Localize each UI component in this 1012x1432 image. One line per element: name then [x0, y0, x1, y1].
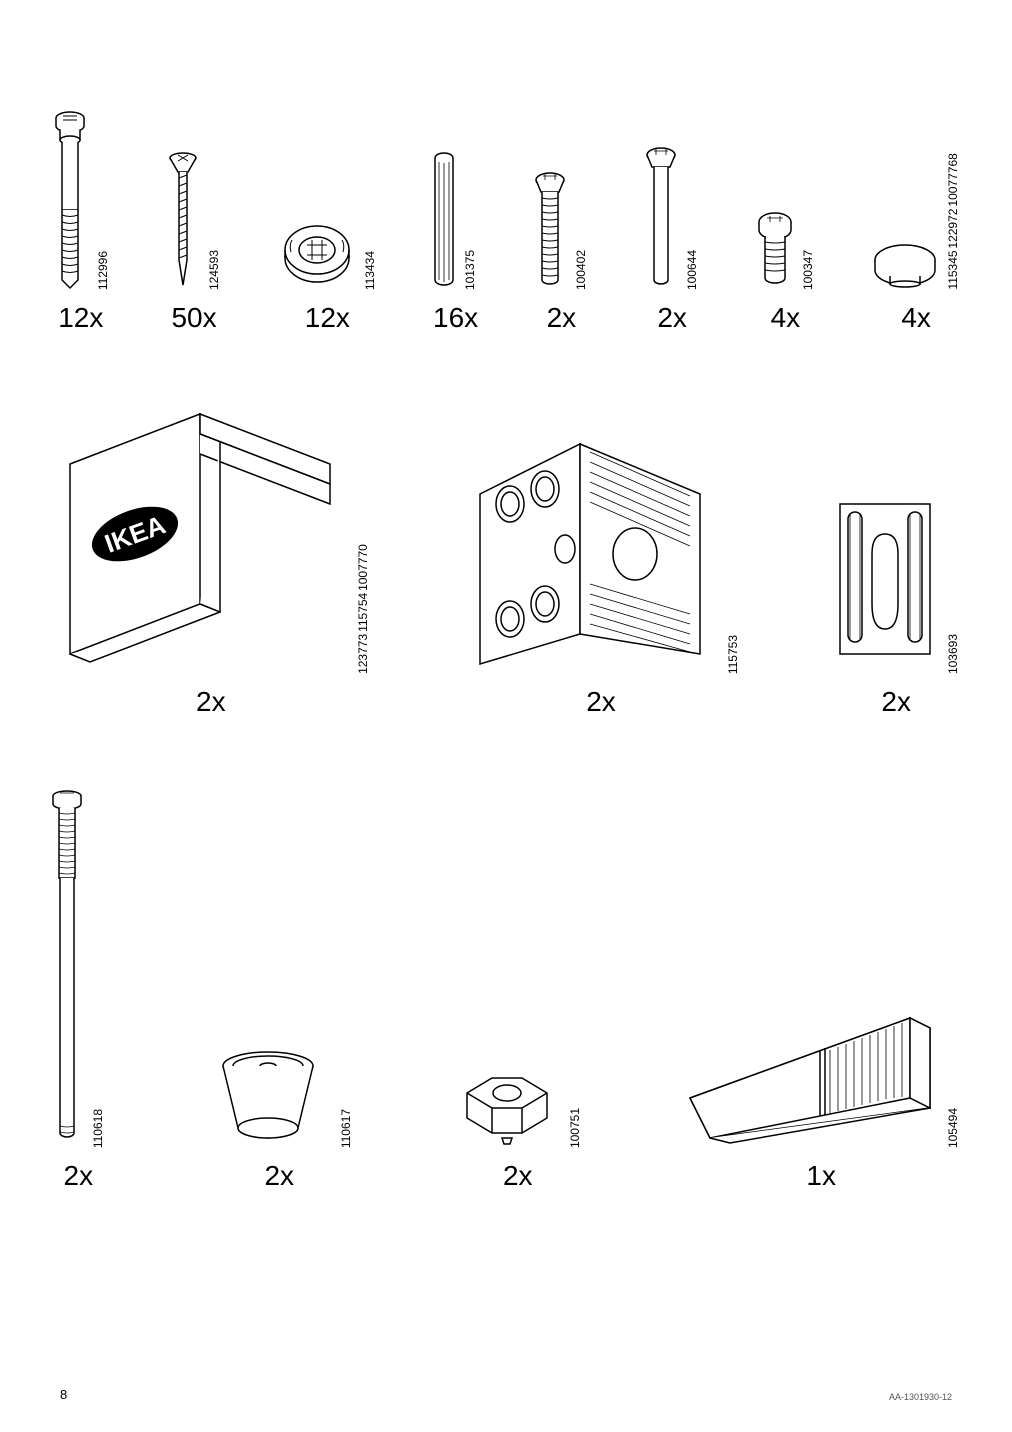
part-number: 115345 122972 10077768 [946, 153, 962, 290]
part-100347: 100347 4x [755, 210, 817, 334]
quantity-label: 2x [264, 1160, 294, 1192]
part-number: 105494 [946, 1108, 962, 1148]
part-number: 100644 [685, 250, 701, 290]
cap-cover-icon [870, 240, 940, 290]
smooth-bolt-icon [644, 145, 679, 290]
quantity-label: 16x [433, 302, 478, 334]
page-footer: 8 AA-1301930-12 [0, 1387, 1012, 1402]
quantity-label: 50x [171, 302, 216, 334]
hardware-row-2: IKEA 123773 115754 1007770 2x [50, 404, 962, 718]
quantity-label: 2x [586, 686, 616, 718]
l-bracket-ikea-icon: IKEA [50, 404, 350, 674]
part-number: 124593 [207, 250, 223, 290]
nut-icon [452, 1068, 562, 1148]
foot-cone-icon [203, 1048, 333, 1148]
part-number: 110617 [339, 1109, 355, 1148]
part-113434: 113434 12x [277, 220, 379, 334]
part-number: 123773 115754 1007770 [356, 544, 372, 674]
part-number: 100402 [574, 250, 590, 290]
part-number: 113434 [363, 251, 379, 290]
quantity-label: 12x [305, 302, 350, 334]
hardware-row-1: 112996 12x 124593 50x [50, 110, 962, 334]
quantity-label: 2x [196, 686, 226, 718]
part-number: 100347 [801, 250, 817, 290]
part-124593: 124593 50x [166, 150, 223, 334]
part-110618: 110618 2x [50, 788, 107, 1192]
part-number: 112996 [96, 251, 112, 290]
quantity-label: 2x [547, 302, 577, 334]
part-number: 101375 [463, 250, 479, 290]
part-100402: 100402 2x [533, 170, 590, 334]
part-110617: 110617 2x [203, 1048, 355, 1192]
document-id: AA-1301930-12 [889, 1392, 952, 1402]
part-123773: IKEA 123773 115754 1007770 2x [50, 404, 372, 718]
quantity-label: 4x [901, 302, 931, 334]
wood-screw-icon [166, 150, 201, 290]
part-115345: 115345 122972 10077768 4x [870, 153, 962, 334]
page-number: 8 [60, 1387, 67, 1402]
quantity-label: 2x [881, 686, 911, 718]
part-115753: 115753 2x [460, 424, 742, 718]
part-112996: 112996 12x [50, 110, 112, 334]
part-100751: 100751 2x [452, 1068, 584, 1192]
confirmat-bolt-icon [50, 110, 90, 290]
quantity-label: 1x [806, 1160, 836, 1192]
quantity-label: 12x [58, 302, 103, 334]
threaded-bolt-icon [533, 170, 568, 290]
wall-hanger-icon [830, 494, 940, 674]
quantity-label: 2x [657, 302, 687, 334]
wooden-dowel-icon [432, 150, 457, 290]
part-105494: 105494 1x [680, 1008, 962, 1192]
cam-lock-icon [277, 220, 357, 290]
quantity-label: 2x [64, 1160, 94, 1192]
part-number: 115753 [726, 635, 742, 674]
wedge-tool-icon [680, 1008, 940, 1148]
part-103693: 103693 2x [830, 494, 962, 718]
part-number: 110618 [91, 1109, 107, 1148]
short-cam-icon [755, 210, 795, 290]
part-100644: 100644 2x [644, 145, 701, 334]
hardware-row-3: 110618 2x 110617 2x [50, 788, 962, 1192]
part-number: 103693 [946, 634, 962, 674]
part-101375: 101375 16x [432, 150, 479, 334]
long-rod-icon [50, 788, 85, 1148]
quantity-label: 2x [503, 1160, 533, 1192]
hinge-bracket-icon [460, 424, 720, 674]
quantity-label: 4x [771, 302, 801, 334]
part-number: 100751 [568, 1108, 584, 1148]
